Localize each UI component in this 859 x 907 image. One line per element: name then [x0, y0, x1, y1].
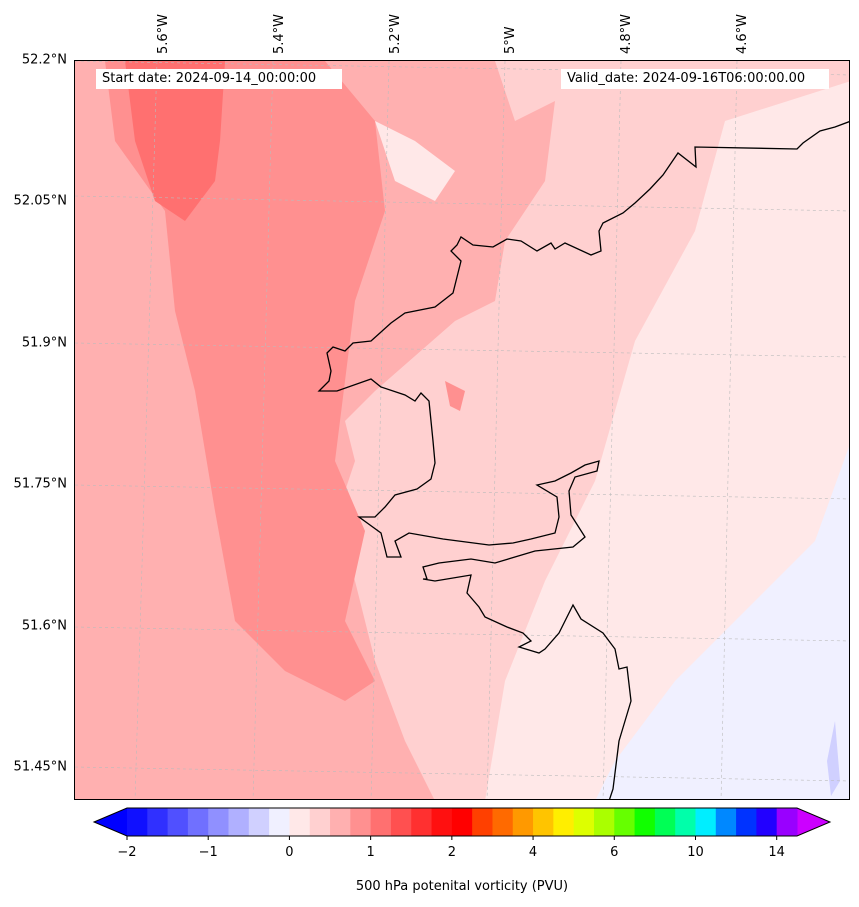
colorbar-segment: [776, 808, 798, 836]
colorbar-segment: [472, 808, 493, 836]
map-plot-area: Start date: 2024-09-14_00:00:00 Valid_da…: [74, 60, 850, 800]
colorbar-tick-label: 1: [366, 845, 375, 860]
pv-contour-minus0.25: [596, 446, 849, 799]
colorbar-segment: [675, 808, 696, 836]
colorbar-segment: [390, 808, 412, 836]
lat-tick-label: 52.2°N: [21, 52, 67, 68]
colorbar-segment: [715, 808, 737, 836]
colorbar-segment: [248, 808, 270, 836]
colorbar-segment: [187, 808, 209, 836]
colorbar-segment: [167, 808, 189, 836]
colorbar-segment: [492, 808, 514, 836]
colorbar-extend-over: [797, 808, 830, 836]
colorbar-tick-label: 10: [687, 845, 704, 860]
start-date-banner: Start date: 2024-09-14_00:00:00: [96, 69, 342, 89]
colorbar-segment: [593, 808, 615, 836]
colorbar-segment: [370, 808, 392, 836]
colorbar-segment: [228, 808, 250, 836]
colorbar-segment: [634, 808, 656, 836]
lat-tick-label: 51.75°N: [13, 476, 67, 492]
pv-contour-0.25b: [375, 121, 455, 201]
pv-contour-minus0.5: [827, 721, 840, 796]
lat-tick-label: 51.6°N: [21, 618, 67, 634]
colorbar-segment: [573, 808, 595, 836]
valid-date-banner: Valid_date: 2024-09-16T06:00:00.00: [561, 69, 829, 89]
coastline: [317, 121, 849, 799]
pv-contour-1.0: [105, 61, 385, 701]
colorbar-segment: [147, 808, 169, 836]
colorbar-segment: [330, 808, 351, 836]
pv-contour-1.0b: [445, 381, 465, 411]
pv-contour-1.25: [125, 61, 225, 221]
colorbar-segment: [736, 808, 757, 836]
colorbar-tick-label: −2: [117, 845, 137, 860]
colorbar-tick-label: 14: [768, 845, 785, 860]
colorbar-tick-label: 6: [610, 845, 619, 860]
lat-tick-label: 51.9°N: [21, 335, 67, 351]
colorbar-segment: [533, 808, 554, 836]
colorbar-segment: [309, 808, 331, 836]
pv-field: [75, 61, 849, 799]
colorbar-segment: [512, 808, 534, 836]
colorbar-segment: [756, 808, 778, 836]
colorbar-segment: [208, 808, 230, 836]
colorbar-segment: [451, 808, 473, 836]
colorbar-segment: [411, 808, 433, 836]
colorbar-label: 500 hPa potenital vorticity (PVU): [355, 879, 569, 894]
colorbar-tick-label: 0: [285, 845, 294, 860]
colorbar-segment: [654, 808, 676, 836]
colorbar-segment: [289, 808, 311, 836]
lat-tick-label: 52.05°N: [13, 193, 67, 209]
colorbar-segment: [695, 808, 717, 836]
colorbar-tick-label: 4: [528, 845, 538, 860]
colorbar-segment: [350, 808, 372, 836]
colorbar-segment: [614, 808, 636, 836]
colorbar-tick-label: 2: [447, 845, 456, 860]
colorbar-tick-label: −1: [198, 845, 218, 860]
colorbar-segment: [269, 808, 290, 836]
colorbar-extend-under: [94, 808, 127, 836]
colorbar-segment: [127, 808, 148, 836]
colorbar-segment: [553, 808, 575, 836]
colorbar-segment: [431, 808, 453, 836]
lat-tick-label: 51.45°N: [13, 759, 67, 775]
